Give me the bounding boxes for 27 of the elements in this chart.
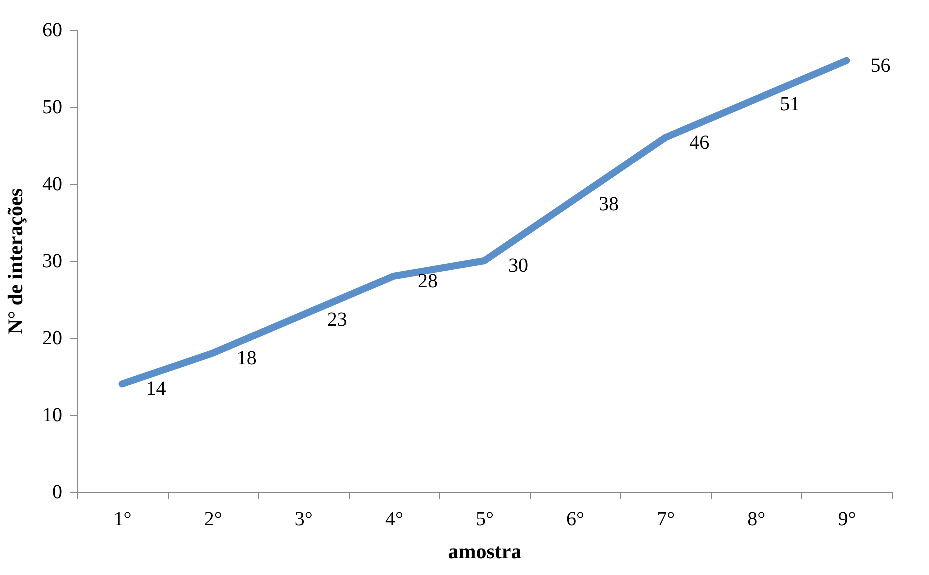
data-label: 28: [418, 270, 438, 292]
x-tick-label: 7°: [657, 508, 676, 530]
x-tick-label: 5°: [476, 508, 494, 530]
y-tick-label: 10: [42, 404, 62, 426]
y-tick-label: 60: [42, 20, 62, 42]
x-tick-label: 1°: [114, 508, 132, 530]
x-tick-label: 2°: [204, 508, 222, 530]
y-tick-label: 30: [42, 250, 62, 272]
y-tick-label: 0: [52, 482, 62, 504]
x-tick-label: 3°: [294, 508, 313, 530]
x-axis-title: amostra: [448, 540, 522, 564]
y-axis-title: N° de interações: [4, 188, 28, 335]
data-label: 38: [599, 193, 620, 216]
x-tick-label: 9°: [838, 508, 856, 530]
y-tick-label: 40: [42, 174, 62, 196]
data-label: 56: [870, 54, 891, 77]
data-label: 18: [236, 347, 257, 370]
data-label: 46: [690, 132, 710, 154]
x-tick-label: 8°: [748, 508, 766, 530]
y-tick-label: 50: [42, 96, 62, 118]
data-label: 23: [327, 308, 348, 331]
x-tick-label: 4°: [385, 508, 404, 530]
data-label: 51: [780, 93, 800, 116]
y-tick-label: 20: [42, 328, 62, 350]
data-label: 30: [508, 255, 528, 277]
data-label: 14: [146, 378, 166, 400]
x-tick-label: 6°: [566, 508, 585, 530]
